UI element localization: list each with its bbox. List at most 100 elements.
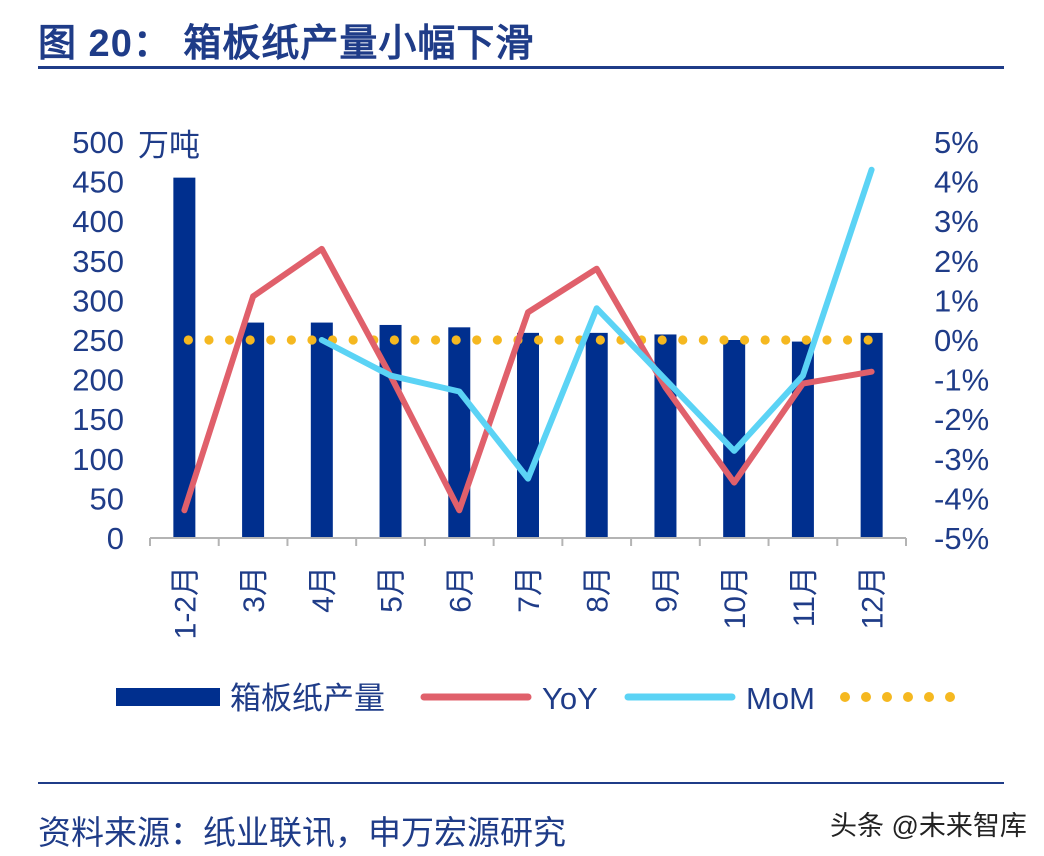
y-tick-label: 250 [72,323,124,358]
legend-label: 箱板纸产量 [230,681,385,716]
zero-dot [533,335,544,345]
y2-tick-label: 5% [934,125,979,160]
zero-dot [204,335,214,345]
bar [860,332,883,538]
y-tick-label: 350 [72,244,124,279]
y-tick-label: 500 [72,125,124,160]
x-tick-label: 6月 [444,566,477,613]
bar [723,340,746,538]
legend-dot [945,692,955,702]
zero-dot [245,335,255,345]
line-series [181,166,875,514]
y2-tick-label: 0% [934,323,979,358]
figure-title: 图 20： 箱板纸产量小幅下滑 [38,23,535,65]
x-tick-label: 10月 [719,566,752,629]
zero-dot [286,335,296,345]
zero-dot [719,335,729,345]
bar [654,334,677,538]
legend-item-zero-line [840,692,955,702]
title-rule [38,66,1004,69]
x-axis-labels: 1-2月 3月 4月 5月 6月 7月 8月 9月 10月 11月 12月 [169,566,889,639]
zero-dot [492,335,502,345]
watermark: 头条 @未来智库 [830,811,1027,841]
x-tick-label: 4月 [307,566,340,613]
zero-dot [389,335,399,345]
legend-swatch [116,688,220,706]
y2-tick-label: -2% [934,402,989,437]
zero-dot [348,335,358,345]
zero-dot [472,335,482,345]
bar [585,332,608,538]
y-tick-label: 400 [72,204,124,239]
zero-dot [863,335,873,345]
bar [448,327,471,538]
y2-tick-label: 1% [934,283,979,318]
y-axis-right: -5% -4% -3% -2% -1% 0% 1% 2% 3% 4% 5% [934,125,989,556]
zero-dot [801,335,811,345]
y2-tick-label: -4% [934,481,989,516]
x-tick-label: 7月 [513,566,546,613]
x-axis-ticks [149,538,907,546]
y2-tick-label: 4% [934,165,979,200]
bar [173,177,196,538]
bar [310,322,333,538]
zero-dot [698,335,708,345]
x-tick-label: 5月 [376,566,409,613]
x-tick-label: 1-2月 [169,566,202,639]
zero-dot [554,335,564,345]
zero-dot [842,335,853,345]
y-tick-label: 0 [107,521,124,556]
x-tick-label: 3月 [238,566,271,613]
zero-dot [760,335,770,345]
legend-dot [924,692,934,702]
legend-dot [903,692,913,702]
zero-dot [595,335,605,345]
y-unit-label: 万吨 [138,128,200,163]
y2-tick-label: -1% [934,363,989,398]
legend-item-mom: MoM [624,681,815,716]
y-tick-label: 200 [72,363,124,398]
legend-dot [840,692,850,702]
y-tick-label: 300 [72,283,124,318]
header: 图 20： 箱板纸产量小幅下滑 [38,8,1004,70]
yoy-line [181,245,875,514]
bar [517,332,539,538]
zero-dot [451,335,461,345]
legend: 箱板纸产量 YoY MoM [116,681,955,716]
source-note: 资料来源：纸业联讯，申万宏源研究 [38,814,566,851]
footer-rule [38,782,1004,784]
zero-dot [430,335,441,345]
zero-dot [183,335,193,345]
zero-dot [739,335,750,345]
y2-tick-label: 2% [934,244,979,279]
bar [242,322,265,538]
legend-label: YoY [542,681,598,716]
zero-line-dots [183,335,873,345]
mom-line [318,166,875,482]
y2-tick-label: -3% [934,442,989,477]
zero-dot [266,335,276,345]
y-tick-label: 450 [72,165,124,200]
zero-dot [822,335,832,345]
x-tick-label: 11月 [788,566,821,627]
x-tick-label: 8月 [582,566,615,613]
bar-series [173,177,883,538]
zero-dot [657,335,667,345]
legend-label: MoM [746,681,815,716]
y2-tick-label: 3% [934,204,979,239]
zero-dot [224,335,235,345]
y-tick-label: 50 [90,481,124,516]
legend-item-yoy: YoY [420,681,598,716]
legend-item-bar: 箱板纸产量 [116,681,385,716]
zero-dot [410,335,420,345]
y-axis-left: 0 50 100 150 200 250 300 350 400 450 500 [72,125,124,556]
zero-dot [781,335,791,345]
zero-dot [307,335,317,345]
legend-dot [861,692,871,702]
legend-dot [882,692,892,702]
y2-tick-label: -5% [934,521,989,556]
y-tick-label: 100 [72,442,124,477]
zero-dot [678,335,688,345]
y-tick-label: 150 [72,402,124,437]
